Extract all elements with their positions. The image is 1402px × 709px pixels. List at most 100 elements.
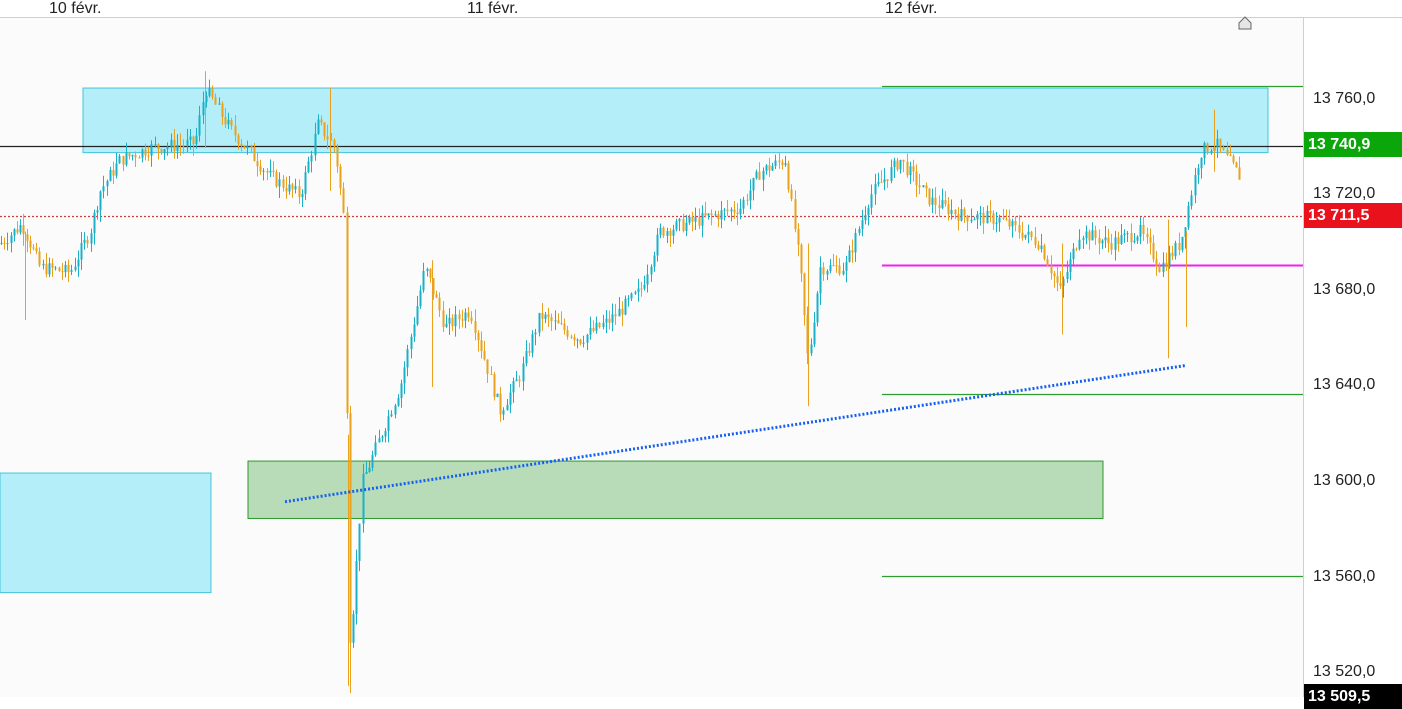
candle-body [499,393,502,415]
candle-body [835,265,838,267]
candle-body [925,185,928,189]
candle-body [141,149,144,158]
candle-body [163,149,166,153]
candle-body [806,315,809,354]
candle-body [717,214,720,220]
candle-body [1043,245,1046,260]
candle-body [1056,276,1059,283]
candle-body [1200,157,1203,169]
candle-body [858,228,861,233]
candle-body [749,190,752,201]
candle-body [848,250,851,262]
candle-body [403,367,406,384]
candle-body [995,222,998,224]
candle-body [531,334,534,353]
candle-body [790,189,793,200]
candle-body [278,179,281,187]
candle-body [515,379,518,382]
candle-body [1008,219,1011,227]
candle-body [1142,224,1145,235]
candle-body [256,161,259,167]
candle-body [304,172,307,194]
candle-body [170,139,173,147]
candle-body [669,231,672,236]
candle-body [80,243,83,260]
candle-body [1174,243,1177,257]
candle-body [157,144,160,150]
candle-body [1130,233,1133,243]
candle-body [467,312,470,318]
candle-body [1062,278,1065,286]
x-tick-label: 11 févr. [467,0,519,17]
candle-body [1139,224,1142,237]
candle-body [918,185,921,188]
candle-body [259,166,262,172]
candle-body [899,159,902,170]
candle-body [410,336,413,350]
candle-body [963,209,966,216]
candle-body [874,183,877,195]
y-tick-label: 13 640,0 [1313,376,1376,393]
candle-body [317,119,320,134]
candle-body [954,209,957,215]
candle-body [381,436,384,439]
candle-body [682,218,685,231]
candle-body [262,170,265,172]
candle-body [390,414,393,417]
candle-body [1158,266,1161,272]
demand-zone [247,460,1104,519]
candle-body [586,334,589,343]
candle-body [1066,272,1069,279]
candle-body [1165,262,1168,268]
home-icon[interactable] [1238,16,1252,30]
candle-body [342,188,345,213]
candle-body [787,163,790,190]
candle-body [307,161,310,173]
candle-body [224,116,227,125]
candle-body [397,398,400,406]
candle-body [493,374,496,398]
candle-body [938,205,941,208]
candle-body [557,320,560,324]
candle-body [253,147,256,162]
candle-body [330,139,333,141]
candle-body [61,271,64,273]
candle-body [339,166,342,189]
candle-body [992,213,995,224]
candle-body [768,165,771,171]
candle-body [701,212,704,226]
candle-body [32,247,35,249]
candle-body [867,207,870,216]
candle-body [534,332,537,335]
candle-body [826,270,829,275]
candle-body [627,298,630,300]
candle-body [1046,259,1049,266]
candle-body [486,359,489,374]
candle-body [1155,259,1158,267]
candle-body [1229,154,1232,157]
candle-body [720,210,723,220]
candle-body [758,171,761,180]
candle-body [1050,265,1053,274]
candle-body [1222,147,1225,150]
candle-body [797,228,800,245]
candle-body [3,242,6,244]
candle-body [755,171,758,179]
candle-body [221,103,224,117]
x-tick-label: 10 févr. [49,0,102,17]
candle-body [707,213,710,216]
candle-body [272,170,275,173]
candle-body [986,211,989,224]
candle-body [605,318,608,323]
candle-body [365,472,368,474]
candle-body [275,172,278,187]
candle-body [115,163,118,176]
candle-body [144,149,147,156]
candle-body [730,209,733,212]
candle-body [509,392,512,405]
candle-body [870,194,873,208]
candle-body [160,149,163,153]
candle-body [323,122,326,137]
